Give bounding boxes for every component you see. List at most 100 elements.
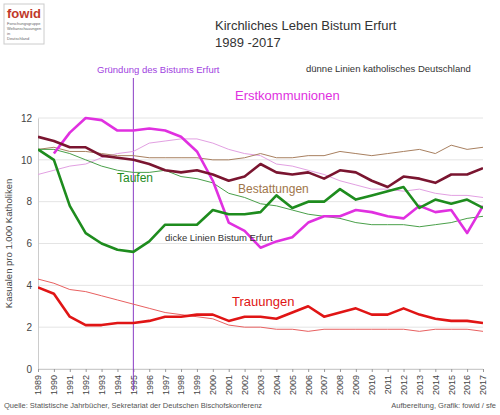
- x-tick-label: 2001: [224, 375, 234, 395]
- x-tick-label: 1990: [49, 375, 59, 395]
- x-tick: 2009: [351, 369, 361, 395]
- x-tick-mark: [388, 369, 389, 372]
- x-tick-mark: [229, 369, 230, 372]
- x-tick-label: 2007: [319, 375, 329, 395]
- plot-area: [38, 118, 483, 331]
- x-tick-mark: [181, 369, 182, 372]
- x-tick-mark: [419, 369, 420, 372]
- grid-line: [38, 159, 483, 160]
- annotation: dünne Linien katholisches Deutschland: [306, 63, 471, 74]
- series-line: [38, 287, 483, 325]
- x-tick-label: 1997: [161, 375, 171, 395]
- x-tick: 1990: [49, 369, 59, 395]
- x-tick: 1993: [97, 369, 107, 395]
- x-tick-label: 1996: [145, 375, 155, 395]
- x-tick: 1999: [192, 369, 202, 395]
- founding-line: [133, 78, 134, 391]
- x-tick-label: 2000: [208, 375, 218, 395]
- y-tick: 0: [26, 364, 38, 375]
- x-tick-mark: [276, 369, 277, 372]
- grid-line: [38, 285, 483, 286]
- x-tick-mark: [117, 369, 118, 372]
- x-tick-label: 1991: [65, 375, 75, 395]
- series-label: Erstkommunionen: [235, 88, 340, 103]
- x-tick-mark: [86, 369, 87, 372]
- x-tick: 2008: [335, 369, 345, 395]
- annotation: dicke Linien Bistum Erfurt: [165, 232, 273, 243]
- x-tick-mark: [54, 369, 55, 372]
- x-tick-label: 2009: [351, 375, 361, 395]
- logo: fowidForschungsgruppeWeltanschauungeninD…: [4, 4, 44, 44]
- y-tick: 4: [26, 280, 38, 291]
- x-tick-mark: [70, 369, 71, 372]
- y-tick: 6: [26, 238, 38, 249]
- series-line: [54, 118, 483, 248]
- x-tick-label: 1989: [33, 375, 43, 395]
- grid: [38, 118, 483, 369]
- x-tick: 2014: [431, 369, 441, 395]
- x-tick: 1989: [33, 369, 43, 395]
- x-tick-label: 2012: [399, 375, 409, 395]
- x-tick-mark: [261, 369, 262, 372]
- x-tick-mark: [165, 369, 166, 372]
- x-tick: 1997: [161, 369, 171, 395]
- x-tick: 2012: [399, 369, 409, 395]
- x-tick: 2016: [462, 369, 472, 395]
- x-axis: 1989199019911992199319941995199619971998…: [33, 369, 488, 395]
- x-tick: 2006: [304, 369, 314, 395]
- x-tick: 1994: [113, 369, 123, 395]
- credit: Aufbereitung, Grafik: fowid / sfe: [391, 401, 496, 410]
- x-tick-mark: [372, 369, 373, 372]
- y-tick-label: 6: [26, 238, 32, 249]
- grid-line: [38, 118, 483, 119]
- y-tick-label: 10: [21, 155, 33, 166]
- x-tick-label: 2015: [447, 375, 457, 395]
- x-tick-label: 2017: [478, 375, 488, 395]
- x-tick-mark: [292, 369, 293, 372]
- series-line: [38, 137, 483, 187]
- y-tick: 10: [21, 155, 38, 166]
- x-tick: 2015: [447, 369, 457, 395]
- x-tick-label: 2011: [383, 375, 393, 394]
- x-tick-mark: [324, 369, 325, 372]
- y-axis-title: Kasualen pro 1.000 Katholiken: [3, 179, 14, 308]
- y-axis: 024681012: [21, 113, 39, 375]
- x-tick: 2004: [272, 369, 282, 395]
- series-line: [38, 279, 483, 331]
- source: Quelle: Statistische Jahrbücher, Sekreta…: [4, 401, 262, 410]
- x-tick-mark: [435, 369, 436, 372]
- x-tick: 2017: [478, 369, 488, 395]
- x-tick-label: 2005: [288, 375, 298, 395]
- x-tick-label: 2006: [304, 375, 314, 395]
- x-tick-mark: [245, 369, 246, 372]
- x-tick: 1991: [65, 369, 75, 395]
- series-label: Taufen: [117, 171, 153, 185]
- x-tick-label: 2003: [256, 375, 266, 395]
- logo-box: [4, 4, 44, 44]
- x-tick-mark: [213, 369, 214, 372]
- x-tick: 2010: [367, 369, 377, 395]
- series-line: [38, 145, 483, 160]
- x-tick: 2011: [383, 369, 393, 394]
- logo-text: fowid: [7, 6, 41, 21]
- x-tick-label: 1999: [192, 375, 202, 395]
- y-tick-label: 4: [26, 280, 32, 291]
- logo-subtitle: ForschungsgruppeWeltanschauungeninDeutsc…: [7, 21, 41, 41]
- series-label: Trauungen: [232, 294, 294, 309]
- x-tick-label: 2008: [335, 375, 345, 395]
- series-label: Bestattungen: [238, 182, 309, 196]
- y-tick-label: 12: [21, 113, 33, 124]
- annotation: Gründung des Bistums Erfurt: [97, 64, 220, 75]
- x-tick-label: 2016: [462, 375, 472, 395]
- x-tick: 2000: [208, 369, 218, 395]
- x-tick: 2005: [288, 369, 298, 395]
- y-tick: 2: [26, 322, 38, 333]
- x-tick-mark: [451, 369, 452, 372]
- subtitle: 1989 -2017: [215, 35, 281, 50]
- x-tick-mark: [38, 369, 39, 372]
- x-tick-label: 2010: [367, 375, 377, 395]
- x-tick-label: 1994: [113, 375, 123, 395]
- x-tick-label: 1992: [81, 375, 91, 395]
- x-tick: 1996: [145, 369, 155, 395]
- x-tick: 1998: [176, 369, 186, 395]
